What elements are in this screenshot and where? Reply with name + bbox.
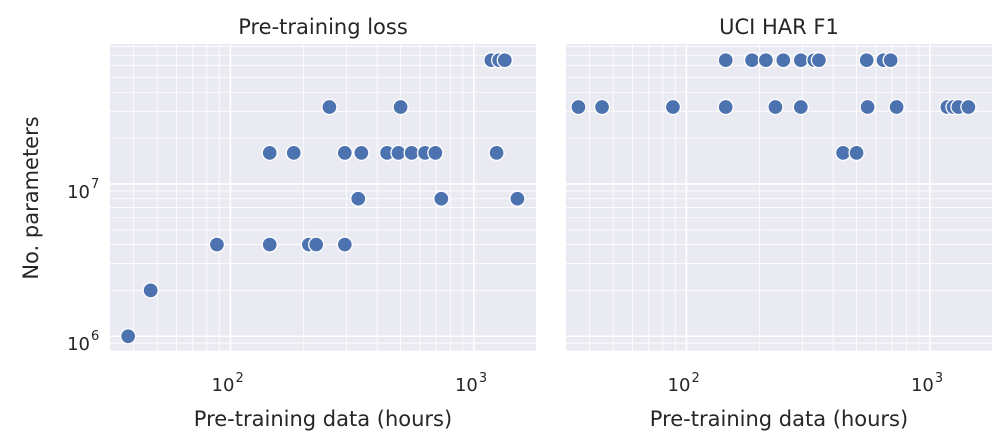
data-point (593, 98, 611, 116)
data-point (848, 144, 865, 162)
data-point (350, 190, 367, 207)
data-point (261, 236, 278, 253)
data-point (321, 98, 338, 116)
data-point (509, 190, 526, 207)
data-point (570, 98, 587, 116)
data-point (858, 52, 875, 69)
y-axis-label: No. parameters (19, 116, 43, 279)
tick-exponent: 2 (691, 371, 699, 386)
data-point (308, 236, 325, 253)
x-tick-label: 10 3 (911, 371, 943, 396)
panel-uci-har-f1: UCI HAR F1 Pre-training data (hours) 10 2… (566, 15, 992, 431)
plot-area (566, 44, 992, 351)
x-tick-label: 10 3 (455, 371, 487, 396)
scatter-points (570, 52, 977, 162)
x-tick-label: 10 2 (668, 371, 700, 396)
data-point (496, 52, 513, 69)
data-point (261, 144, 278, 162)
data-point (743, 52, 761, 69)
data-point (717, 52, 734, 69)
x-tick-labels: 10 2 10 3 (212, 371, 488, 396)
data-point (859, 98, 876, 116)
y-tick-label: 10 7 (67, 177, 99, 203)
data-point (336, 144, 353, 162)
chart-title: Pre-training loss (238, 15, 408, 39)
panel-pretraining-loss: Pre-training loss Pre-training data (hou… (19, 15, 536, 431)
x-tick-labels: 10 2 10 3 (668, 371, 944, 396)
tick-base: 10 (67, 334, 90, 355)
x-axis-label: Pre-training data (hours) (194, 407, 452, 431)
data-point (888, 98, 905, 116)
chart-title: UCI HAR F1 (719, 15, 839, 39)
tick-base: 10 (67, 182, 90, 203)
data-point (960, 98, 977, 116)
data-point (392, 98, 409, 116)
data-point (208, 236, 226, 253)
data-point (810, 52, 828, 69)
data-point (717, 98, 734, 116)
tick-exponent: 2 (235, 371, 243, 386)
tick-base: 10 (911, 375, 934, 396)
data-point (882, 52, 899, 69)
data-point (142, 282, 159, 299)
tick-base: 10 (212, 375, 235, 396)
data-point (792, 52, 809, 69)
data-point (664, 98, 682, 116)
x-axis-label: Pre-training data (hours) (650, 407, 908, 431)
data-point (775, 52, 792, 69)
tick-exponent: 6 (91, 329, 99, 344)
data-point (353, 144, 370, 162)
data-point (757, 52, 775, 69)
data-point (336, 236, 353, 253)
data-point (767, 98, 784, 116)
tick-exponent: 7 (91, 177, 99, 192)
data-point (120, 328, 137, 345)
tick-base: 10 (668, 375, 691, 396)
data-point (488, 144, 505, 162)
x-tick-label: 10 2 (212, 371, 244, 396)
plot-area (110, 44, 536, 351)
data-point (433, 190, 450, 207)
y-tick-label: 10 6 (67, 329, 99, 355)
data-point (792, 98, 809, 116)
data-point (285, 144, 302, 162)
data-point (427, 144, 444, 162)
tick-exponent: 3 (479, 371, 487, 386)
scatter-points (120, 52, 526, 345)
tick-exponent: 3 (935, 371, 943, 386)
data-point (834, 144, 852, 162)
tick-base: 10 (455, 375, 478, 396)
